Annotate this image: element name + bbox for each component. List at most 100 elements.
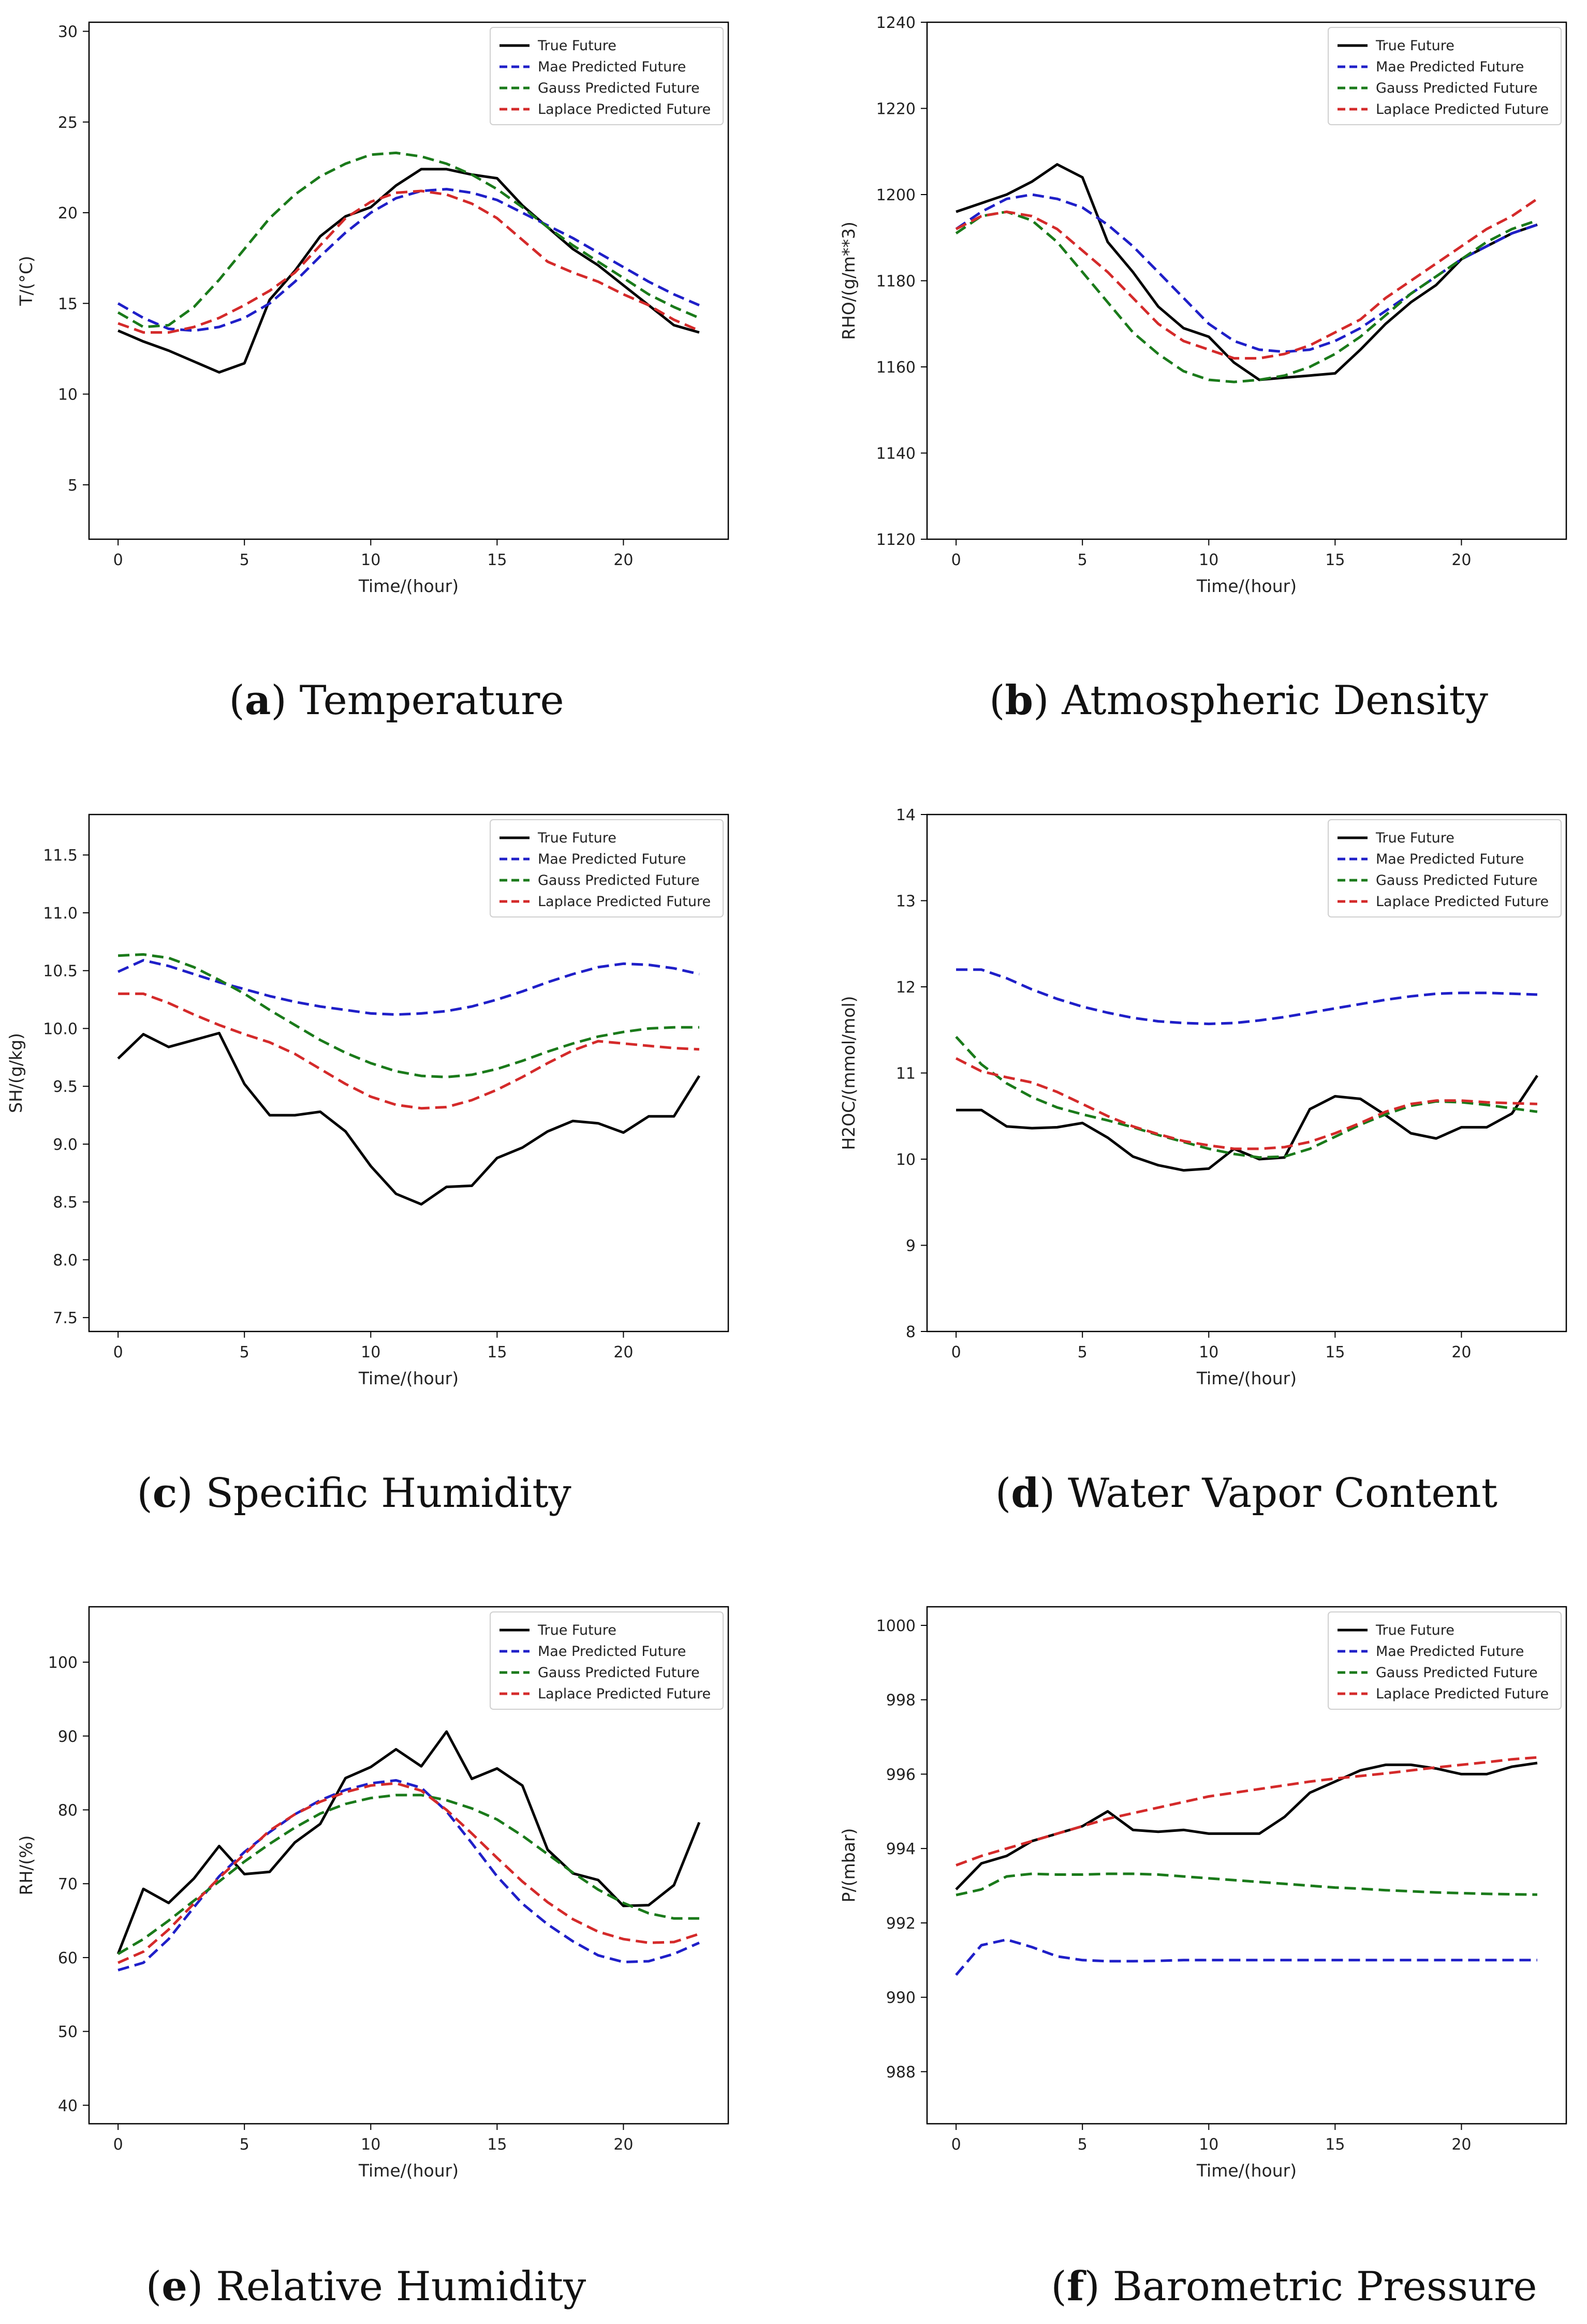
- panel-caption: (e) Relative Humidity: [146, 2263, 586, 2310]
- y-tick-label: 11.0: [43, 905, 78, 923]
- caption-letter: f: [1067, 2263, 1086, 2310]
- series-mae-predicted: [117, 959, 700, 1016]
- x-tick-label: 0: [113, 551, 123, 569]
- legend-label: Mae Predicted Future: [538, 1644, 686, 1660]
- x-axis-label: Time/(hour): [358, 2160, 459, 2181]
- y-tick-label: 11: [896, 1065, 916, 1083]
- legend-label: Laplace Predicted Future: [538, 1686, 711, 1702]
- series-gauss-predicted: [956, 1872, 1537, 1897]
- panel-caption: (c) Specific Humidity: [137, 1470, 571, 1517]
- series-gauss-predicted: [955, 210, 1538, 383]
- legend-box: [1328, 27, 1562, 125]
- y-tick-label: 1220: [876, 100, 916, 119]
- series-gauss-predicted: [117, 953, 699, 1078]
- legend-label: True Future: [1375, 38, 1454, 54]
- legend-label: Mae Predicted Future: [1376, 59, 1524, 75]
- x-tick-label: 15: [1325, 551, 1345, 569]
- x-tick-label: 10: [361, 551, 380, 569]
- y-tick-label: 50: [58, 2023, 78, 2041]
- x-tick-label: 10: [361, 2136, 380, 2154]
- x-tick-label: 5: [240, 1343, 249, 1361]
- chart-panel-d: 0 5 10 15 20 8 9 10 11 12 13 14 Time/(hour) H2OC/(mmo…: [839, 806, 1567, 1517]
- y-tick-label: 990: [886, 1989, 916, 2007]
- series-mae-predicted: [117, 188, 700, 332]
- panel-caption: (d) Water Vapor Content: [995, 1470, 1497, 1517]
- caption-letter: e: [161, 2263, 187, 2310]
- panel-caption: (f) Barometric Pressure: [1051, 2263, 1537, 2310]
- legend-label: True Future: [537, 830, 616, 846]
- y-tick-label: 100: [48, 1654, 78, 1672]
- series-mae-predicted: [955, 1938, 1537, 1976]
- y-tick-label: 998: [886, 1692, 916, 1710]
- y-tick-label: 40: [58, 2097, 78, 2115]
- series-true-future: [116, 1730, 701, 1955]
- series-laplace-predicted: [955, 1057, 1537, 1150]
- y-tick-label: 996: [886, 1766, 916, 1784]
- y-tick-label: 25: [58, 114, 78, 132]
- series-laplace-predicted: [955, 198, 1538, 360]
- y-axis-label: H2OC/(mmol/mol): [839, 996, 859, 1150]
- legend-label: Laplace Predicted Future: [538, 101, 711, 117]
- legend-label: Mae Predicted Future: [538, 851, 686, 867]
- y-tick-label: 9.0: [53, 1136, 78, 1154]
- y-tick-label: 60: [58, 1949, 78, 1967]
- legend-label: True Future: [537, 1622, 616, 1638]
- legend-label: Gauss Predicted Future: [538, 1665, 700, 1681]
- y-tick-label: 1120: [876, 531, 916, 549]
- x-tick-label: 10: [1199, 2136, 1218, 2154]
- x-tick-label: 20: [613, 2136, 633, 2154]
- y-tick-label: 8: [906, 1323, 916, 1341]
- legend-label: Mae Predicted Future: [1376, 851, 1524, 867]
- y-axis-label: T/(°C): [16, 256, 36, 306]
- y-tick-label: 1160: [876, 359, 916, 377]
- chart-panel-c: 0 5 10 15 20 7.5 8.0 8.5 9.0 9.5 10.0 10.5 11.0 11.5 T…: [6, 813, 729, 1517]
- legend: True Future Mae Predicted Future Gauss Pre…: [490, 1611, 724, 1710]
- y-tick-label: 20: [58, 204, 78, 223]
- x-tick-label: 10: [361, 1343, 380, 1361]
- series-gauss-predicted: [117, 151, 700, 329]
- x-tick-label: 20: [613, 551, 633, 569]
- y-tick-label: 10.5: [43, 963, 78, 981]
- x-axis-label: Time/(hour): [1196, 2160, 1297, 2181]
- y-tick-label: 14: [896, 806, 916, 824]
- legend-label: Laplace Predicted Future: [1376, 1686, 1549, 1702]
- legend-label: Laplace Predicted Future: [1376, 894, 1549, 910]
- x-axis-label: Time/(hour): [358, 576, 459, 596]
- series-true-future: [117, 1031, 701, 1206]
- x-tick-label: 10: [1199, 1343, 1218, 1361]
- caption-letter: c: [153, 1470, 178, 1517]
- x-axis-label: Time/(hour): [1196, 1368, 1297, 1388]
- x-tick-label: 15: [487, 551, 507, 569]
- series-laplace-predicted: [118, 992, 700, 1110]
- legend: True Future Mae Predicted Future Gauss Pre…: [1328, 1611, 1562, 1710]
- y-tick-label: 992: [886, 1915, 916, 1933]
- series-laplace-predicted: [117, 1782, 700, 1964]
- legend-label: True Future: [1375, 1622, 1454, 1638]
- y-tick-label: 9.5: [53, 1078, 78, 1096]
- y-tick-label: 1180: [876, 273, 916, 291]
- x-tick-label: 0: [951, 2136, 961, 2154]
- x-tick-label: 0: [113, 1343, 123, 1361]
- y-tick-label: 1000: [876, 1617, 916, 1635]
- x-axis-label: Time/(hour): [1196, 576, 1297, 596]
- legend-label: True Future: [1375, 830, 1454, 846]
- y-tick-label: 5: [68, 477, 78, 495]
- x-tick-label: 20: [1451, 551, 1471, 569]
- legend: True Future Mae Predicted Future Gauss Pre…: [490, 27, 724, 125]
- x-tick-label: 20: [1451, 2136, 1471, 2154]
- legend-box: [490, 27, 724, 125]
- y-tick-label: 8.5: [53, 1194, 78, 1212]
- x-tick-label: 5: [240, 551, 249, 569]
- legend-label: True Future: [537, 38, 616, 54]
- y-tick-label: 80: [58, 1801, 78, 1819]
- y-tick-label: 15: [58, 295, 78, 313]
- legend-label: Gauss Predicted Future: [1376, 1665, 1538, 1681]
- x-tick-label: 5: [1078, 1343, 1088, 1361]
- y-tick-label: 7.5: [53, 1309, 78, 1327]
- x-tick-label: 15: [487, 2136, 507, 2154]
- legend-label: Laplace Predicted Future: [538, 894, 711, 910]
- y-axis-label: RH/(%): [16, 1835, 36, 1896]
- series-true-future: [956, 163, 1538, 381]
- legend-label: Gauss Predicted Future: [1376, 80, 1538, 96]
